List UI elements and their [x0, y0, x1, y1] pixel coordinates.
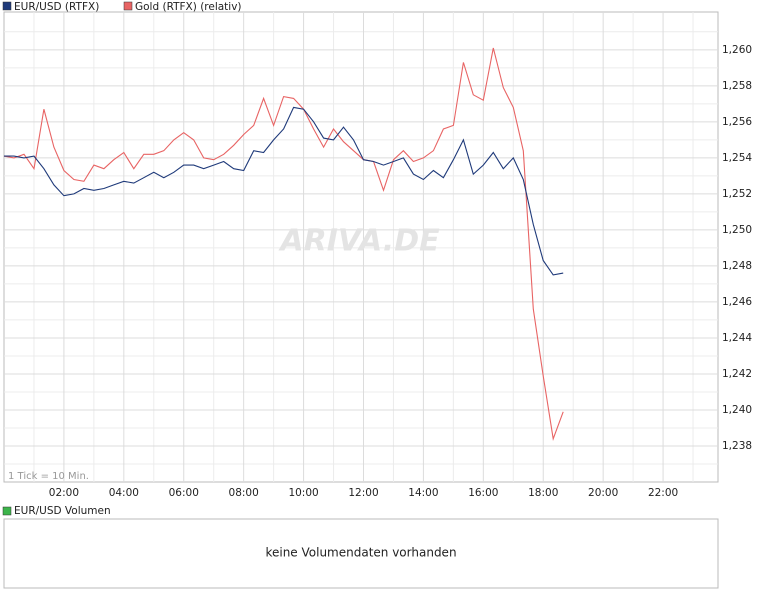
volume-message: keine Volumendaten vorhanden	[265, 546, 456, 560]
line-series	[3, 47, 564, 441]
x-tick-label: 18:00	[528, 487, 558, 499]
y-tick-label: 1,246	[722, 296, 752, 308]
y-tick-label: 1,244	[722, 332, 752, 344]
legend-label: Gold (RTFX) (relativ)	[135, 1, 242, 13]
y-tick-label: 1,240	[722, 404, 752, 416]
y-tick-label: 1,252	[722, 188, 752, 200]
y-tick-label: 1,254	[722, 152, 752, 164]
plot-frame	[3, 11, 719, 483]
x-tick-label: 10:00	[288, 487, 318, 499]
legend-label: EUR/USD (RTFX)	[14, 1, 99, 13]
x-tick-label: 14:00	[408, 487, 438, 499]
legend-swatch	[123, 1, 133, 11]
line-series	[4, 106, 564, 276]
x-tick-label: 12:00	[348, 487, 378, 499]
legend-swatch	[2, 1, 12, 11]
x-tick-label: 16:00	[468, 487, 498, 499]
y-tick-label: 1,250	[722, 224, 752, 236]
volume-title: EUR/USD Volumen	[14, 505, 111, 517]
x-tick-label: 20:00	[588, 487, 618, 499]
x-tick-label: 06:00	[169, 487, 199, 499]
y-tick-label: 1,258	[722, 80, 752, 92]
y-tick-label: 1,238	[722, 440, 752, 452]
x-tick-label: 08:00	[229, 487, 259, 499]
y-tick-label: 1,260	[722, 44, 752, 56]
volume-swatch	[2, 506, 12, 516]
y-tick-label: 1,242	[722, 368, 752, 380]
y-tick-label: 1,248	[722, 260, 752, 272]
x-tick-label: 04:00	[109, 487, 139, 499]
x-tick-label: 22:00	[648, 487, 678, 499]
volume-panel	[3, 518, 719, 589]
annotation: 1 Tick = 10 Min.	[8, 471, 89, 482]
y-tick-label: 1,256	[722, 116, 752, 128]
watermark: ARIVA.DE	[278, 224, 440, 259]
x-tick-label: 02:00	[49, 487, 79, 499]
